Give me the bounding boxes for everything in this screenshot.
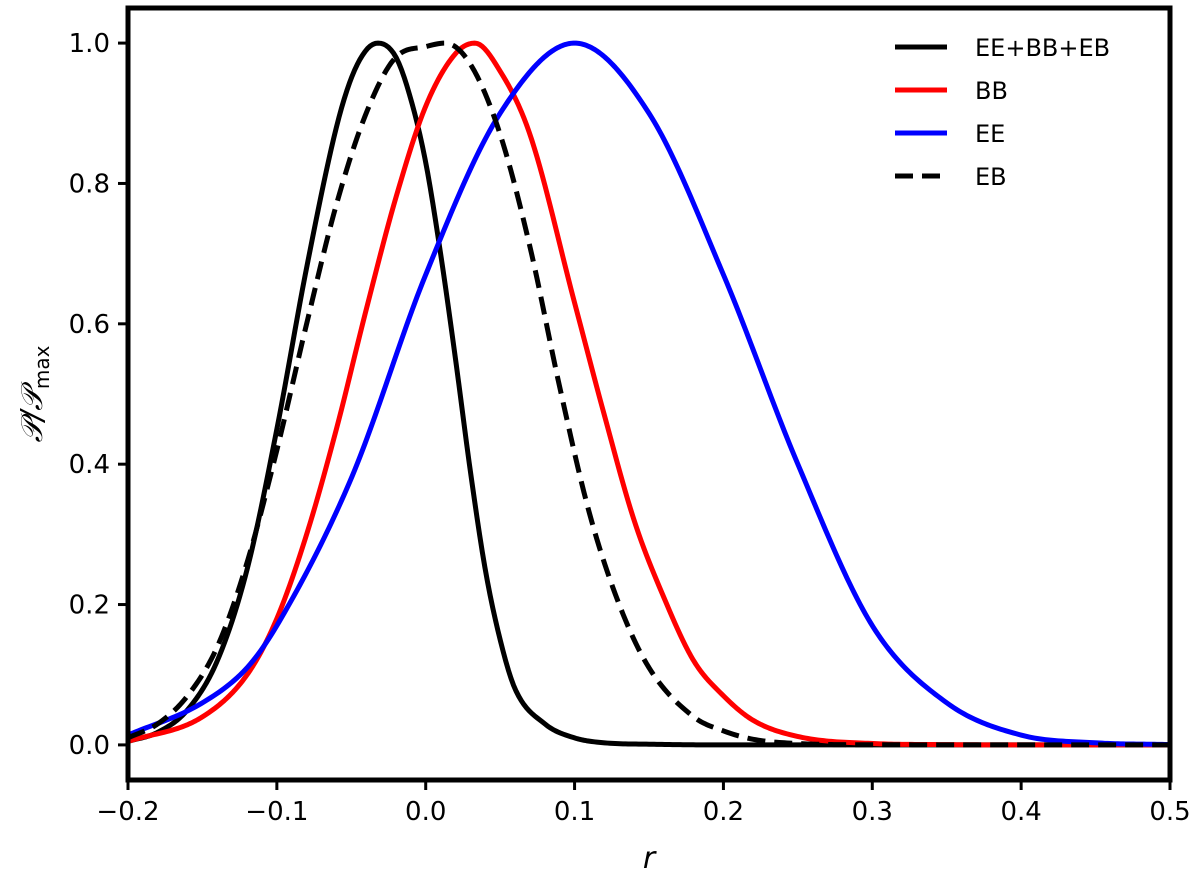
x-tick-label: −0.2 [96, 797, 159, 827]
x-tick-label: 0.2 [703, 797, 744, 827]
legend: EE+BB+EB BB EE EB [895, 34, 1110, 191]
legend-label-eb: EB [975, 163, 1007, 191]
x-tick-label: 0.3 [852, 797, 893, 827]
x-tick-label: 0.0 [405, 797, 446, 827]
series-layer [128, 40, 1170, 748]
y-tick-label: 0.6 [69, 310, 110, 340]
plot-background [128, 8, 1170, 780]
y-axis-label: 𝒫/𝒫max [15, 345, 54, 442]
legend-label-bb: BB [975, 77, 1008, 105]
y-tick-label: 0.0 [69, 731, 110, 761]
x-tick-label: 0.1 [554, 797, 595, 827]
y-tick-label: 0.4 [69, 450, 110, 480]
y-tick-label: 1.0 [69, 29, 110, 59]
y-tick-label: 0.2 [69, 591, 110, 621]
y-tick-label: 0.8 [69, 169, 110, 199]
series-line-eb [128, 40, 1170, 748]
x-tick-label: 0.4 [1000, 797, 1041, 827]
y-axis-label-sub: max [30, 345, 54, 389]
ticks-layer: −0.2 −0.1 0.0 0.1 0.2 0.3 0.4 0.5 0.0 0.2 0.4 0.6 0.… [69, 29, 1191, 827]
plot-frame [125, 5, 1173, 783]
series-line-ee [128, 40, 1170, 748]
legend-label-ee-bb-eb: EE+BB+EB [975, 34, 1110, 62]
x-tick-label: 0.5 [1149, 797, 1190, 827]
x-tick-label: −0.1 [245, 797, 308, 827]
legend-label-ee: EE [975, 120, 1005, 148]
x-axis-label: r [643, 841, 657, 876]
y-axis-label-main: 𝒫/𝒫 [15, 381, 50, 443]
